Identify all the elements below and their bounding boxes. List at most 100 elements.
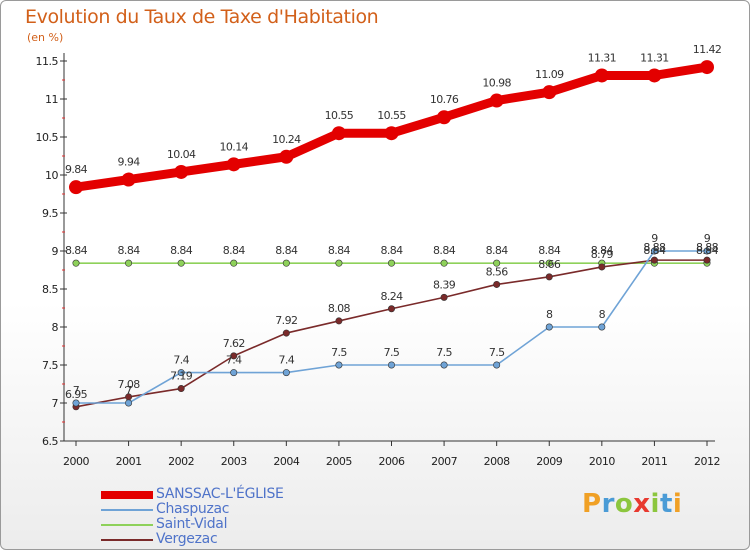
x-tick-label: 2000 [63, 455, 89, 468]
x-tick-label: 2007 [431, 455, 457, 468]
y-tick-label: 11.5 [36, 55, 59, 68]
data-point [335, 259, 343, 267]
data-label-layer: 8.84 8.84 8.84 8.84 8.84 8.84 8.84 8.84 8.84 8.84… [65, 43, 722, 401]
data-point [598, 263, 606, 271]
data-label: 11.09 [535, 68, 564, 81]
data-point [598, 323, 606, 331]
data-point [125, 399, 133, 407]
data-point [69, 180, 83, 195]
y-tick-label: 11 [45, 93, 58, 106]
data-label: 10.55 [377, 109, 406, 122]
data-label: 9 [704, 232, 711, 245]
data-label: 10.14 [220, 140, 249, 153]
data-point [282, 259, 290, 267]
data-label: 8.84 [275, 244, 298, 257]
data-point [177, 259, 185, 267]
data-label: 11.42 [693, 43, 722, 56]
data-label: 10.55 [325, 109, 354, 122]
data-label: 8 [546, 308, 553, 321]
data-label: 8.08 [328, 302, 351, 315]
data-label: 11.31 [588, 51, 617, 64]
data-label: 8.84 [591, 244, 614, 257]
data-point [545, 259, 553, 267]
data-point [542, 85, 557, 100]
data-label: 8.84 [328, 244, 351, 257]
data-point [230, 352, 238, 360]
data-label: 8.24 [380, 290, 403, 303]
data-label: 8.88 [643, 241, 666, 254]
data-label: 10.04 [167, 148, 196, 161]
data-label: 7.4 [278, 354, 294, 367]
logo-letter: P [582, 489, 602, 519]
data-point [335, 361, 343, 369]
data-point [230, 259, 238, 267]
x-tick-label: 2006 [379, 455, 405, 468]
legend-label: Chaspuzac [156, 501, 230, 517]
data-label: 8.84 [538, 244, 561, 257]
x-tick-label: 2004 [273, 455, 299, 468]
data-label: 7.5 [331, 346, 347, 359]
y-tick-label: 10.5 [36, 131, 59, 144]
data-label: 7.19 [170, 370, 193, 383]
logo-letter: i [672, 489, 683, 519]
x-tick-label: 2002 [168, 455, 194, 468]
data-label: 11.31 [640, 51, 669, 64]
data-point [387, 259, 395, 267]
data-point [493, 361, 501, 369]
data-label: 7.08 [118, 378, 141, 391]
data-point [493, 280, 501, 288]
data-label: 7.92 [275, 314, 297, 327]
data-point [177, 385, 185, 393]
y-tick-label: 7 [52, 397, 59, 410]
legend-line-swatch [101, 491, 153, 499]
data-point [230, 369, 238, 377]
data-label: 9.84 [65, 163, 88, 176]
y-tick-label: 8 [52, 321, 59, 334]
y-tick-label: 6.5 [42, 435, 58, 448]
legend-label: SANSSAC-L'ÉGLISE [156, 486, 284, 502]
data-point [493, 259, 501, 267]
y-tick-label: 10 [45, 169, 58, 182]
data-point [650, 247, 658, 255]
data-label: 8.39 [433, 278, 456, 291]
data-label: 7.4 [226, 354, 242, 367]
chart-title: Evolution du Taux de Taxe d'Habitation [25, 6, 379, 28]
data-label: 9.94 [118, 156, 141, 169]
legend-label: Saint-Vidal [156, 516, 228, 532]
y-tick-label: 7.5 [42, 359, 58, 372]
data-point [703, 247, 711, 255]
logo-letter: i [650, 489, 660, 519]
data-label: 9 [651, 232, 658, 245]
data-label: 10.76 [430, 93, 459, 106]
logo-letter: o [614, 489, 634, 519]
data-label: 8.56 [486, 265, 509, 278]
logo-letter: r [601, 489, 615, 519]
y-tick-label: 8.5 [42, 283, 58, 296]
logo-letter: t [659, 489, 673, 519]
series-line [75, 259, 708, 408]
y-tick-label: 9.5 [42, 207, 58, 220]
data-label: 8.84 [696, 244, 719, 257]
data-label: 7.62 [223, 337, 245, 350]
proxiti-logo: Proxiti [582, 489, 682, 519]
data-label: 7.5 [436, 346, 452, 359]
data-point [703, 256, 711, 264]
data-point [72, 399, 80, 407]
data-point [121, 172, 136, 187]
data-label: 7 [125, 384, 132, 397]
data-point [226, 157, 241, 172]
data-point [331, 126, 346, 141]
data-label: 8.84 [65, 244, 88, 257]
data-label: 7.5 [489, 346, 505, 359]
y-tick-label: 9 [52, 245, 59, 258]
data-label: 8.84 [643, 244, 666, 257]
data-point [174, 164, 189, 179]
data-point [650, 256, 658, 264]
data-point [384, 126, 399, 141]
data-point [545, 323, 553, 331]
legend-label: Vergezac [156, 531, 218, 547]
x-tick-label: 2012 [694, 455, 720, 468]
data-point [489, 93, 504, 108]
